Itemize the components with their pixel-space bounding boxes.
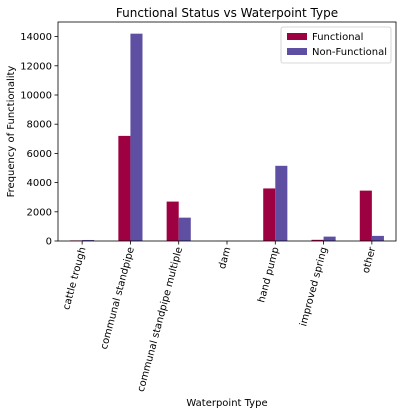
bar-functional-improved-spring xyxy=(311,239,324,241)
y-tick-label: 0 xyxy=(46,237,52,248)
x-tick-label: communal standpipe multiple xyxy=(136,246,185,393)
bar-functional-communal-standpipe-multiple xyxy=(166,201,179,241)
y-tick-label: 14000 xyxy=(20,32,52,43)
legend-swatch xyxy=(287,33,307,40)
bar-non-functional-improved-spring xyxy=(323,236,336,241)
x-tick-label: cattle trough xyxy=(61,246,88,311)
legend-swatch xyxy=(287,48,307,55)
bar-functional-hand-pump xyxy=(263,188,276,241)
chart-title: Functional Status vs Waterpoint Type xyxy=(116,6,338,20)
y-tick-label: 4000 xyxy=(27,178,52,189)
x-tick-label: other xyxy=(361,245,379,274)
plot-area: 0 2000 4000 6000 8000 10000 12000 14000 cattle t… xyxy=(20,21,397,393)
y-tick-label: 2000 xyxy=(27,207,52,218)
legend-label: Non-Functional xyxy=(312,47,387,58)
x-tick-label: hand pump xyxy=(256,246,281,304)
bar-non-functional-communal-standpipe-multiple xyxy=(178,217,191,241)
x-tick-label: dam xyxy=(217,246,233,270)
y-tick-label: 8000 xyxy=(27,120,52,131)
bar-functional-other xyxy=(359,190,372,241)
bar-non-functional-hand-pump xyxy=(275,165,288,241)
bar-non-functional-other xyxy=(371,235,384,241)
x-tick-label: improved spring xyxy=(298,246,330,328)
bar-non-functional-communal-standpipe xyxy=(130,33,143,242)
x-axis-label: Waterpoint Type xyxy=(186,398,267,409)
legend-box xyxy=(280,26,392,64)
bar-non-functional-cattle-trough xyxy=(82,239,95,241)
bar-functional-communal-standpipe xyxy=(118,135,131,241)
legend-label: Functional xyxy=(312,32,363,43)
legend: Functional Non-Functional xyxy=(280,26,392,64)
y-tick-label: 6000 xyxy=(27,149,52,160)
y-tick-label: 10000 xyxy=(20,91,52,102)
x-tick-label: communal standpipe xyxy=(99,246,137,351)
y-tick-label: 12000 xyxy=(20,61,52,72)
y-axis-label: Frequency of Functionality xyxy=(6,66,17,198)
